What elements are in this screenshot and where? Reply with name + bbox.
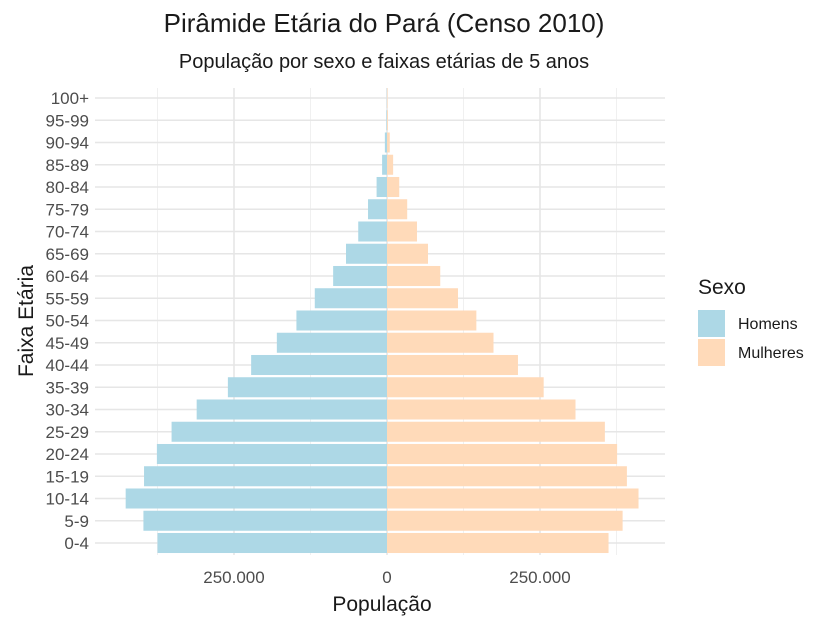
bar-homens-45-49: [276, 332, 387, 353]
chart-subtitle: População por sexo e faixas etárias de 5…: [179, 51, 589, 73]
x-axis-tick-labels: 250.000 0 250.000: [203, 568, 570, 587]
legend-swatch-homens: [698, 310, 725, 337]
bar-mulheres-40-44: [387, 354, 518, 376]
y-tick-label: 75-79: [46, 200, 89, 219]
y-axis-tick-labels: 0-4 5-9 10-14 15-19 20-24 25-29 30-34 35-39 40-4…: [46, 89, 90, 553]
y-tick-label: 60-64: [46, 267, 89, 286]
y-tick-label: 100+: [51, 89, 89, 108]
y-tick-label: 20-24: [46, 445, 89, 464]
legend-swatch-mulheres: [698, 339, 725, 366]
bar-mulheres-65-69: [387, 243, 429, 264]
y-tick-label: 85-89: [46, 156, 89, 175]
bar-homens-35-39: [227, 377, 387, 398]
bar-mulheres-25-29: [387, 421, 605, 442]
bar-mulheres-80-84: [387, 176, 400, 198]
chart-title: Pirâmide Etária do Pará (Censo 2010): [164, 8, 605, 38]
bar-homens-55-59: [314, 288, 387, 309]
bar-homens-15-19: [144, 466, 387, 487]
bar-homens-70-74: [358, 221, 387, 242]
y-tick-label: 10-14: [46, 490, 89, 509]
bar-homens-65-69: [345, 243, 387, 264]
y-tick-label: 95-99: [46, 111, 89, 130]
y-tick-label: 35-39: [46, 378, 89, 397]
y-tick-label: 90-94: [46, 134, 89, 153]
bar-homens-80-84: [376, 176, 387, 198]
y-tick-label: 5-9: [64, 512, 89, 531]
bar-mulheres-90-94: [387, 132, 390, 153]
bar-mulheres-5-9: [387, 510, 623, 531]
bar-homens-95-99: [386, 110, 387, 131]
bar-mulheres-60-64: [387, 265, 441, 287]
y-tick-label: 0-4: [64, 534, 89, 553]
legend-title: Sexo: [698, 276, 746, 299]
y-tick-label: 45-49: [46, 334, 89, 353]
y-tick-label: 25-29: [46, 423, 89, 442]
x-tick-label: 250.000: [509, 568, 570, 587]
bar-mulheres-15-19: [387, 466, 627, 487]
legend: Sexo Homens Mulheres: [698, 276, 804, 366]
bar-homens-30-34: [196, 399, 387, 420]
bar-homens-40-44: [251, 354, 387, 376]
bar-homens-90-94: [384, 132, 387, 153]
bar-mulheres-35-39: [387, 377, 544, 398]
y-tick-label: 70-74: [46, 223, 89, 242]
legend-label-homens: Homens: [738, 316, 798, 333]
bar-homens-5-9: [143, 510, 387, 531]
bar-mulheres-30-34: [387, 399, 576, 420]
y-tick-label: 50-54: [46, 312, 89, 331]
bar-homens-60-64: [333, 265, 387, 287]
bar-homens-20-24: [156, 443, 387, 465]
plot-bars: [125, 87, 639, 554]
bar-homens-85-89: [382, 154, 387, 175]
legend-label-mulheres: Mulheres: [738, 345, 804, 362]
x-axis-title: População: [332, 593, 431, 616]
bar-homens-25-29: [171, 421, 387, 442]
bar-mulheres-70-74: [387, 221, 417, 242]
bar-mulheres-75-79: [387, 199, 408, 220]
bar-mulheres-50-54: [387, 310, 477, 331]
bar-mulheres-95-99: [387, 110, 388, 131]
y-axis-title: Faixa Etária: [15, 265, 38, 377]
bar-mulheres-85-89: [387, 154, 394, 175]
bar-mulheres-45-49: [387, 332, 494, 353]
bar-mulheres-55-59: [387, 288, 458, 309]
bar-homens-0-4: [157, 532, 387, 554]
bar-homens-50-54: [296, 310, 387, 331]
bar-mulheres-20-24: [387, 443, 618, 465]
y-tick-label: 65-69: [46, 245, 89, 264]
bar-mulheres-100+: [387, 87, 388, 109]
bar-homens-10-14: [125, 488, 388, 509]
x-tick-label: 0: [382, 568, 391, 587]
bar-mulheres-10-14: [387, 488, 639, 509]
bar-mulheres-0-4: [387, 532, 609, 554]
x-tick-label: 250.000: [203, 568, 264, 587]
y-tick-label: 40-44: [46, 356, 89, 375]
y-tick-label: 55-59: [46, 289, 89, 308]
y-tick-label: 15-19: [46, 467, 89, 486]
y-tick-label: 80-84: [46, 178, 89, 197]
bar-homens-75-79: [368, 199, 387, 220]
y-tick-label: 30-34: [46, 401, 89, 420]
